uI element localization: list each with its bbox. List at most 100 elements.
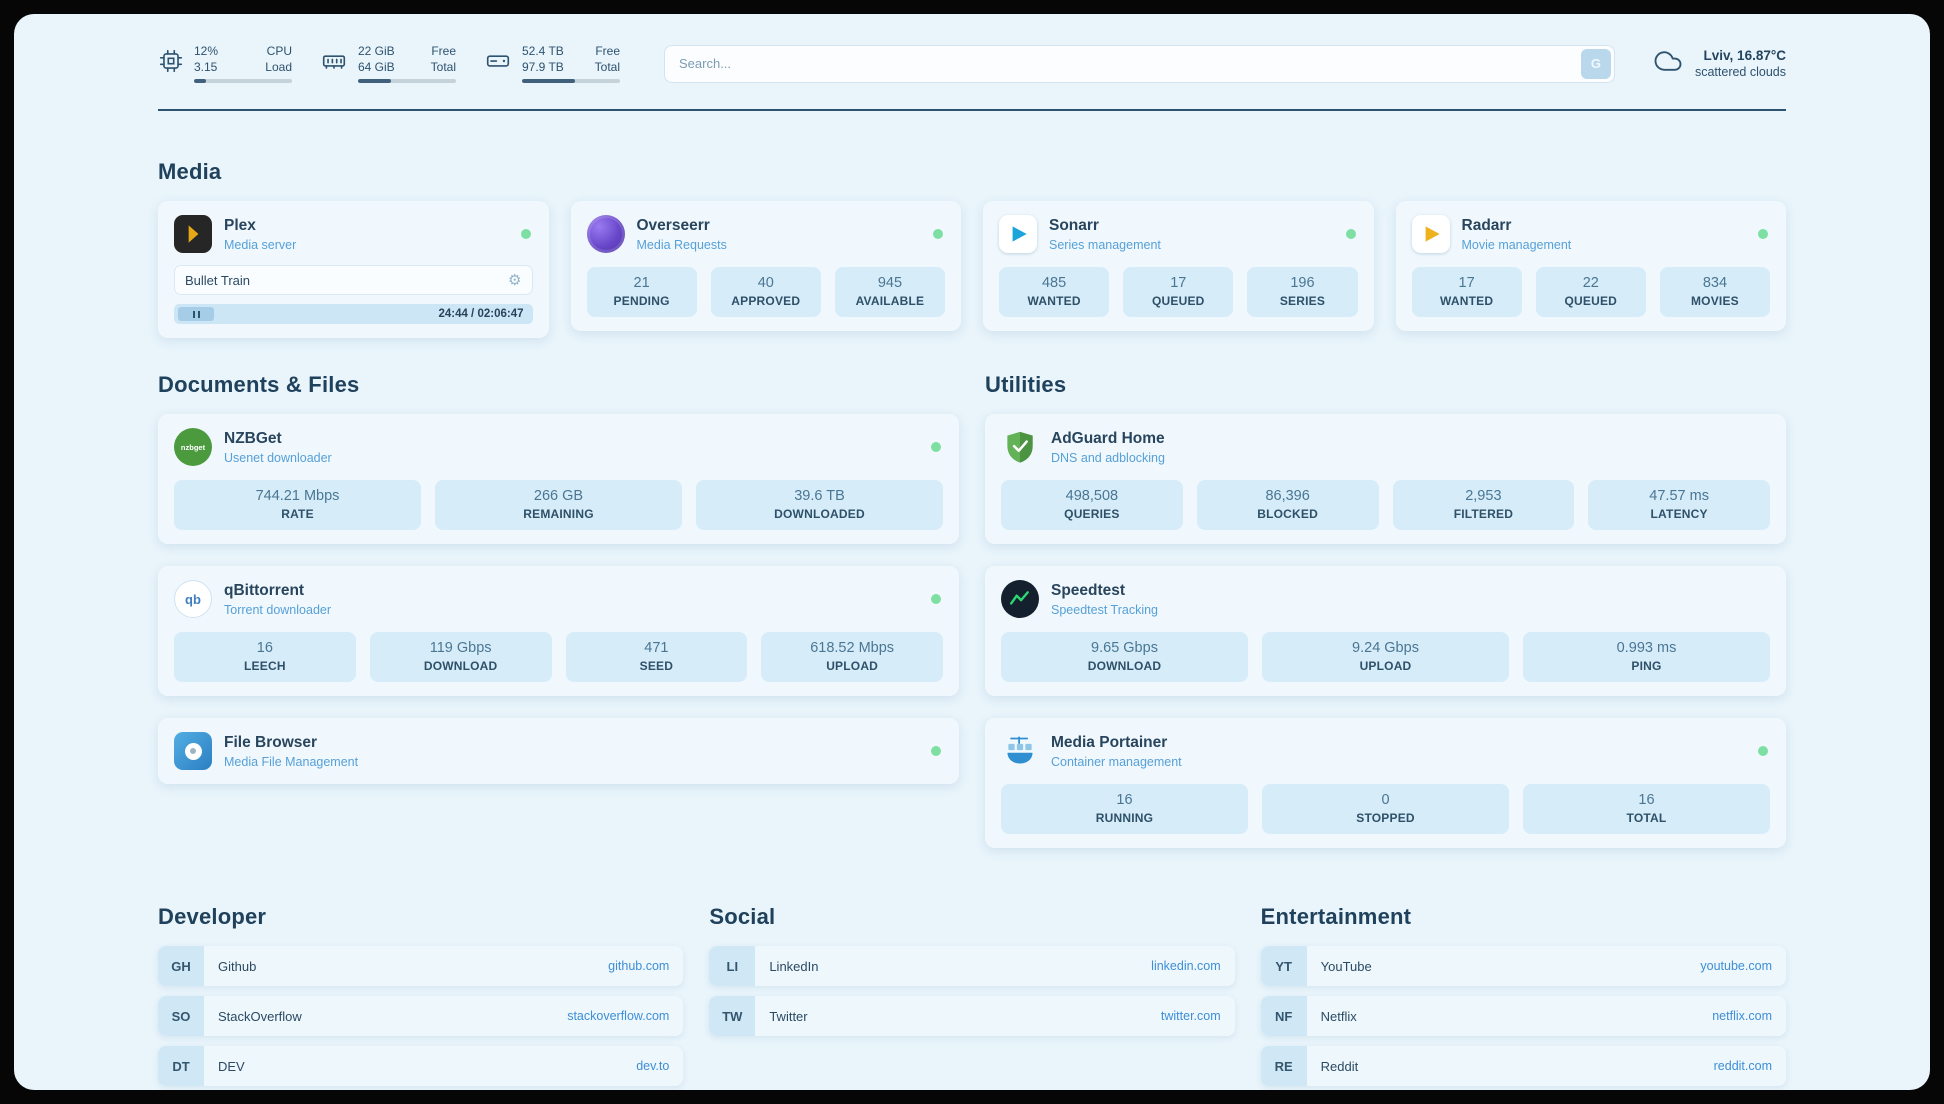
status-dot xyxy=(520,229,531,240)
topbar-divider xyxy=(158,109,1786,112)
cpu-usage-value: 12% xyxy=(194,44,219,58)
stat-filtered: 2,953 FILTERED xyxy=(1392,480,1575,531)
stat-upload: 618.52 Mbps UPLOAD xyxy=(761,632,943,683)
nzbget-icon: nzbget xyxy=(174,428,212,467)
weather-location: Lviv, 16.87°C xyxy=(1703,48,1786,64)
service-desc: Media Requests xyxy=(636,237,727,252)
service-link-nzbget[interactable]: nzbget NZBGet Usenet downloader xyxy=(174,428,943,467)
bookmark-abbr: SO xyxy=(158,996,204,1037)
ram-progress-bar xyxy=(358,79,456,84)
bookmark-netflix[interactable]: NF Netflix netflix.com xyxy=(1260,996,1786,1037)
service-card-qbittorrent: qb qBittorrent Torrent downloader 16 LEEC… xyxy=(158,566,959,697)
qbittorrent-icon: qb xyxy=(174,580,212,619)
service-card-nzbget: nzbget NZBGet Usenet downloader 744.21 M… xyxy=(158,414,959,545)
service-desc: Speedtest Tracking xyxy=(1051,602,1159,617)
bookmark-abbr: YT xyxy=(1260,946,1307,987)
bookmark-domain: twitter.com xyxy=(1160,1009,1221,1024)
service-card-speedtest: Speedtest Speedtest Tracking 9.65 Gbps DO… xyxy=(985,566,1786,697)
section-title-documents: Documents & Files xyxy=(158,372,360,398)
pause-button[interactable] xyxy=(178,307,214,322)
service-link-radarr[interactable]: Radarr Movie management xyxy=(1411,215,1771,254)
bookmark-abbr: GH xyxy=(158,946,204,987)
service-desc: Media File Management xyxy=(224,754,359,769)
top-bar: 12% CPU 3.15 Load 22 GiB Free 64 GiB Total xyxy=(158,44,1786,84)
bookmark-name: Twitter xyxy=(769,1008,808,1024)
service-name: Overseerr xyxy=(636,216,710,234)
bookmark-youtube[interactable]: YT YouTube youtube.com xyxy=(1260,946,1786,987)
service-card-portainer: Media Portainer Container management 16 R… xyxy=(985,718,1786,849)
adguard-shield-icon xyxy=(1001,428,1039,466)
bookmark-name: DEV xyxy=(218,1058,245,1074)
service-link-overseerr[interactable]: Overseerr Media Requests xyxy=(586,215,946,254)
service-desc: DNS and adblocking xyxy=(1051,450,1165,465)
status-dot xyxy=(1758,229,1768,240)
search-input[interactable] xyxy=(664,44,1615,83)
cpu-progress-fill xyxy=(194,79,206,84)
stat-wanted: 17 WANTED xyxy=(1411,267,1522,318)
bookmark-name: Reddit xyxy=(1320,1058,1359,1074)
service-card-overseerr: Overseerr Media Requests 21 PENDING 40 APP… xyxy=(570,201,961,332)
stat-wanted: 485 WANTED xyxy=(999,267,1110,318)
radarr-icon xyxy=(1411,215,1450,254)
section-title-social: Social xyxy=(709,904,776,930)
service-card-radarr: Radarr Movie management 17 WANTED 22 QUEUE… xyxy=(1395,201,1786,332)
service-name: Radarr xyxy=(1461,216,1512,234)
plex-icon xyxy=(174,215,212,254)
stat-leech: 16 LEECH xyxy=(174,632,356,683)
service-link-sonarr[interactable]: Sonarr Series management xyxy=(999,215,1358,254)
service-name: Media Portainer xyxy=(1051,733,1168,751)
bookmark-linkedin[interactable]: LI LinkedIn linkedin.com xyxy=(709,946,1235,987)
bookmark-domain: reddit.com xyxy=(1713,1059,1772,1074)
service-name: NZBGet xyxy=(224,429,282,447)
stat-movies: 834 MOVIES xyxy=(1659,267,1771,318)
service-link-plex[interactable]: Plex Media server xyxy=(174,215,533,254)
service-link-adguard[interactable]: AdGuard Home DNS and adblocking xyxy=(1001,428,1770,466)
disk-label-top: Free xyxy=(595,44,620,58)
stat-remaining: 266 GB REMAINING xyxy=(435,480,682,531)
bookmark-name: Netflix xyxy=(1320,1008,1357,1024)
search-provider-button[interactable]: G xyxy=(1580,48,1611,79)
service-desc: Media server xyxy=(224,237,297,252)
status-dot xyxy=(1345,229,1356,240)
social-column: Social LI LinkedIn linkedin.com TW Twitt… xyxy=(709,904,1235,1090)
status-dot xyxy=(933,229,943,240)
cpu-widget: 12% CPU 3.15 Load xyxy=(158,44,292,84)
service-link-speedtest[interactable]: Speedtest Speedtest Tracking xyxy=(1001,580,1770,619)
stat-ping: 0.993 ms PING xyxy=(1523,632,1770,683)
bookmark-dev[interactable]: DT DEV dev.to xyxy=(158,1046,684,1087)
stat-rate: 744.21 Mbps RATE xyxy=(174,480,421,531)
bookmark-abbr: RE xyxy=(1260,1046,1307,1087)
gear-icon[interactable]: ⚙ xyxy=(508,272,522,290)
bookmark-stackoverflow[interactable]: SO StackOverflow stackoverflow.com xyxy=(158,996,684,1037)
service-card-sonarr: Sonarr Series management 485 WANTED 17 QUE… xyxy=(983,201,1374,332)
status-dot xyxy=(931,746,941,757)
filebrowser-icon xyxy=(174,732,212,771)
status-dot xyxy=(931,594,941,605)
bookmark-domain: stackoverflow.com xyxy=(567,1009,670,1024)
stat-blocked: 86,396 BLOCKED xyxy=(1196,480,1379,531)
stat-queued: 17 QUEUED xyxy=(1123,267,1234,318)
stat-latency: 47.57 ms LATENCY xyxy=(1588,480,1770,531)
ram-total-value: 64 GiB xyxy=(358,59,395,74)
bookmark-domain: github.com xyxy=(608,959,670,974)
bookmark-name: Github xyxy=(218,958,257,974)
service-link-qbittorrent[interactable]: qb qBittorrent Torrent downloader xyxy=(174,580,943,619)
stat-downloaded: 39.6 TB DOWNLOADED xyxy=(696,480,943,531)
service-link-filebrowser[interactable]: File Browser Media File Management xyxy=(174,732,943,771)
ram-label-top: Free xyxy=(431,44,456,58)
status-dot xyxy=(1758,746,1768,757)
bookmark-github[interactable]: GH Github github.com xyxy=(158,946,684,987)
disk-free-value: 52.4 TB xyxy=(522,44,564,58)
cpu-label-bottom: Load xyxy=(265,59,292,74)
disk-progress-bar xyxy=(522,79,620,84)
bookmark-reddit[interactable]: RE Reddit reddit.com xyxy=(1260,1046,1786,1087)
developer-column: Developer GH Github github.com SO StackO… xyxy=(158,904,684,1090)
bookmark-domain: youtube.com xyxy=(1700,959,1772,974)
playback-time: 24:44 / 02:06:47 xyxy=(438,308,524,321)
disk-icon xyxy=(484,48,512,79)
portainer-icon xyxy=(1001,732,1039,770)
bookmark-twitter[interactable]: TW Twitter twitter.com xyxy=(709,996,1235,1037)
stat-total: 16 TOTAL xyxy=(1523,784,1770,835)
service-link-portainer[interactable]: Media Portainer Container management xyxy=(1001,732,1770,770)
service-desc: Series management xyxy=(1049,237,1161,252)
